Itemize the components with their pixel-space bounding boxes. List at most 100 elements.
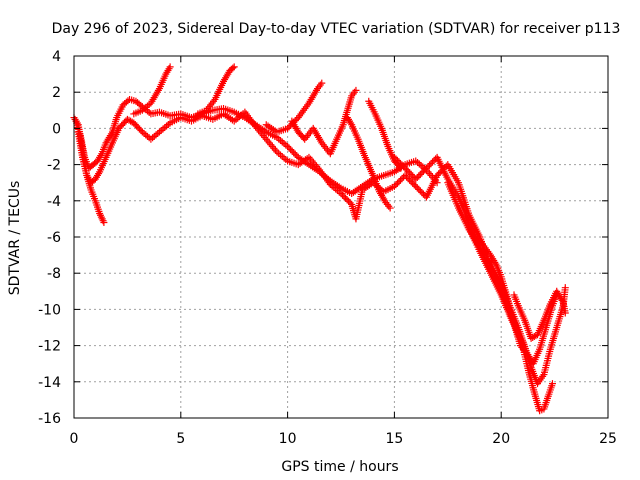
data-point-marker — [412, 182, 420, 190]
data-point-marker — [395, 178, 403, 186]
data-point-marker — [412, 175, 420, 183]
data-point-marker — [345, 197, 353, 205]
data-point-marker — [398, 161, 406, 169]
data-point-marker — [406, 176, 414, 184]
x-tick-label: 10 — [279, 431, 297, 447]
tick-layer — [73, 55, 609, 419]
data-point-marker — [390, 182, 398, 190]
data-point-marker — [318, 79, 326, 87]
data-point-marker — [267, 141, 275, 149]
data-point-marker — [154, 129, 162, 137]
data-point-marker — [386, 204, 394, 212]
y-tick-label: 4 — [52, 49, 61, 65]
data-point-marker — [410, 181, 418, 189]
data-point-marker — [427, 160, 435, 168]
data-point-marker — [261, 133, 269, 141]
data-point-marker — [284, 143, 292, 150]
x-tick-label: 5 — [176, 431, 185, 447]
data-point-marker — [425, 170, 433, 178]
data-point-marker — [419, 190, 427, 198]
data-point-marker — [262, 135, 270, 143]
data-point-marker — [270, 144, 278, 152]
data-point-marker — [400, 163, 408, 171]
data-point-marker — [397, 176, 405, 184]
data-point-marker — [268, 143, 276, 150]
data-point-marker — [409, 172, 417, 180]
data-point-marker — [401, 164, 409, 172]
y-tick-label: -10 — [38, 302, 61, 318]
data-point-marker — [288, 147, 296, 155]
data-point-marker — [413, 184, 421, 192]
y-tick-label: -12 — [38, 339, 61, 355]
data-point-marker — [264, 137, 272, 145]
chart-title: Day 296 of 2023, Sidereal Day-to-day VTE… — [52, 21, 621, 37]
y-tick-label: -6 — [47, 230, 61, 246]
data-point-marker — [337, 190, 345, 198]
data-point-marker — [342, 194, 350, 202]
data-point-marker — [401, 171, 409, 179]
data-point-marker — [287, 146, 295, 154]
data-point-marker — [395, 158, 403, 166]
data-point-marker — [429, 158, 437, 166]
data-point-marker — [137, 127, 145, 135]
data-layer — [70, 63, 569, 415]
data-point-marker — [433, 171, 441, 179]
data-point-marker — [398, 175, 406, 183]
data-point-marker — [100, 219, 108, 227]
data-point-marker — [230, 63, 238, 71]
data-point-marker — [291, 150, 299, 158]
series-trace-10 — [390, 153, 529, 355]
y-tick-label: -14 — [38, 375, 61, 391]
data-point-marker — [393, 179, 401, 187]
data-point-marker — [393, 156, 401, 164]
data-point-marker — [407, 178, 415, 186]
data-point-marker — [271, 146, 279, 154]
data-point-marker — [390, 153, 398, 161]
series-trace-4 — [130, 63, 174, 118]
data-point-marker — [229, 64, 237, 72]
data-point-marker — [392, 181, 400, 189]
data-point-marker — [404, 175, 412, 183]
data-point-marker — [409, 179, 417, 187]
data-point-marker — [561, 309, 569, 317]
data-point-marker — [290, 149, 298, 157]
data-point-marker — [415, 185, 423, 193]
data-point-marker — [421, 166, 429, 174]
x-tick-label: 0 — [70, 431, 79, 447]
x-tick-label: 20 — [492, 431, 510, 447]
data-point-marker — [413, 174, 421, 182]
data-point-marker — [352, 86, 360, 94]
data-point-marker — [418, 169, 426, 177]
data-point-marker — [415, 172, 423, 180]
data-point-marker — [285, 123, 293, 131]
y-tick-label: 0 — [52, 121, 61, 137]
series-trace-5 — [194, 63, 238, 118]
data-point-marker — [435, 170, 443, 178]
data-point-marker — [340, 193, 348, 201]
data-point-marker — [343, 196, 351, 204]
x-tick-label: 15 — [385, 431, 403, 447]
data-point-marker — [403, 166, 411, 174]
data-point-marker — [425, 161, 433, 169]
data-point-marker — [418, 189, 426, 197]
data-point-marker — [422, 164, 430, 172]
y-tick-label: -16 — [38, 411, 61, 427]
data-point-marker — [346, 199, 354, 207]
data-point-marker — [339, 191, 347, 199]
series-trace-13 — [510, 287, 569, 342]
y-tick-label: -8 — [47, 266, 61, 282]
data-point-marker — [416, 187, 424, 195]
data-point-marker — [403, 173, 411, 181]
data-point-marker — [561, 284, 569, 292]
data-point-marker — [407, 170, 415, 178]
data-point-marker — [419, 167, 427, 175]
y-tick-label: -4 — [47, 194, 61, 210]
y-tick-label: -2 — [47, 158, 61, 174]
series-trace-8 — [343, 114, 394, 212]
data-point-marker — [145, 108, 153, 116]
data-point-marker — [404, 167, 412, 175]
x-axis-label: GPS time / hours — [281, 459, 398, 475]
series-trace-7 — [288, 86, 360, 158]
